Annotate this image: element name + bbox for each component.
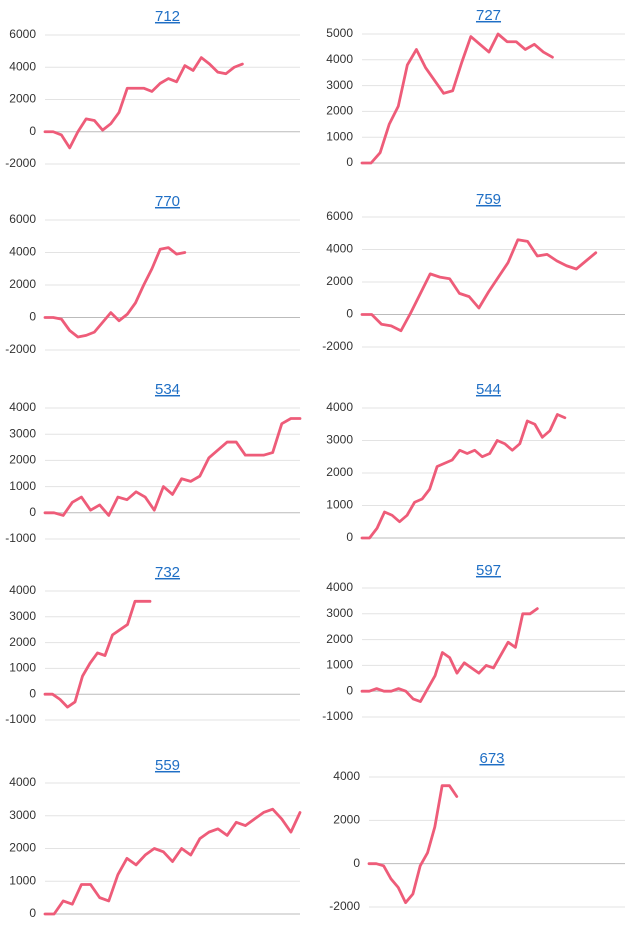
y-tick-label: 3000 bbox=[9, 426, 36, 440]
y-tick-label: 5000 bbox=[326, 26, 353, 40]
y-tick-label: 4000 bbox=[326, 242, 353, 256]
y-tick-label: 6000 bbox=[9, 27, 36, 41]
y-tick-label: 0 bbox=[29, 124, 36, 138]
y-tick-label: 1000 bbox=[9, 661, 36, 675]
y-tick-label: 1000 bbox=[326, 498, 353, 512]
y-tick-label: 4000 bbox=[326, 52, 353, 66]
series-line bbox=[43, 599, 152, 709]
y-tick-label: 0 bbox=[346, 155, 353, 169]
y-tick-label: -2000 bbox=[5, 156, 36, 170]
chart-title[interactable]: 732 bbox=[155, 564, 180, 581]
y-tick-label: 2000 bbox=[9, 453, 36, 467]
chart-title[interactable]: 597 bbox=[476, 562, 501, 579]
series-line bbox=[360, 607, 539, 703]
chart-title[interactable]: 727 bbox=[476, 7, 501, 24]
y-tick-label: 1000 bbox=[326, 129, 353, 143]
y-tick-label: 0 bbox=[29, 686, 36, 700]
y-tick-label: 0 bbox=[353, 856, 360, 870]
chart-title[interactable]: 534 bbox=[155, 381, 180, 398]
y-tick-label: 4000 bbox=[333, 769, 360, 783]
y-tick-label: 0 bbox=[29, 310, 36, 324]
y-tick-label: 1000 bbox=[9, 873, 36, 887]
chart-title[interactable]: 673 bbox=[479, 750, 504, 767]
chart-title[interactable]: 759 bbox=[476, 191, 501, 208]
y-tick-label: -2000 bbox=[329, 899, 360, 913]
y-tick-label: 0 bbox=[29, 906, 36, 920]
y-tick-label: 4000 bbox=[9, 245, 36, 259]
y-tick-label: 2000 bbox=[9, 92, 36, 106]
y-tick-label: 4000 bbox=[9, 583, 36, 597]
y-tick-label: 3000 bbox=[9, 609, 36, 623]
y-tick-label: 6000 bbox=[326, 209, 353, 223]
y-tick-label: 2000 bbox=[326, 104, 353, 118]
series-line bbox=[43, 417, 302, 517]
y-tick-label: 3000 bbox=[326, 606, 353, 620]
y-tick-label: 6000 bbox=[9, 212, 36, 226]
series-line bbox=[360, 32, 554, 165]
y-tick-label: 0 bbox=[346, 530, 353, 544]
y-tick-label: 4000 bbox=[9, 59, 36, 73]
y-tick-label: 2000 bbox=[326, 274, 353, 288]
y-tick-label: -2000 bbox=[5, 342, 36, 356]
y-tick-label: 2000 bbox=[326, 632, 353, 646]
y-tick-label: -2000 bbox=[322, 339, 353, 353]
y-tick-label: 1000 bbox=[9, 479, 36, 493]
y-tick-label: 1000 bbox=[326, 658, 353, 672]
y-tick-label: 0 bbox=[29, 505, 36, 519]
series-line bbox=[367, 784, 459, 905]
y-tick-label: 2000 bbox=[9, 635, 36, 649]
y-tick-label: 3000 bbox=[326, 433, 353, 447]
y-tick-label: 4000 bbox=[9, 400, 36, 414]
series-line bbox=[43, 246, 187, 339]
chart-title[interactable]: 559 bbox=[155, 757, 180, 774]
y-tick-label: 2000 bbox=[326, 465, 353, 479]
y-tick-label: 0 bbox=[346, 683, 353, 697]
y-tick-label: 4000 bbox=[9, 775, 36, 789]
series-line bbox=[360, 238, 598, 333]
y-tick-label: 4000 bbox=[326, 400, 353, 414]
y-tick-label: 3000 bbox=[9, 808, 36, 822]
y-tick-label: -1000 bbox=[5, 531, 36, 545]
y-tick-label: 3000 bbox=[326, 78, 353, 92]
chart-title[interactable]: 770 bbox=[155, 193, 180, 210]
y-tick-label: 2000 bbox=[9, 277, 36, 291]
y-tick-label: 2000 bbox=[9, 841, 36, 855]
y-tick-label: 2000 bbox=[333, 813, 360, 827]
series-line bbox=[43, 807, 302, 916]
y-tick-label: -1000 bbox=[5, 712, 36, 726]
series-line bbox=[43, 56, 244, 150]
chart-title[interactable]: 544 bbox=[476, 381, 501, 398]
y-tick-label: 0 bbox=[346, 307, 353, 321]
series-line bbox=[360, 413, 567, 540]
y-tick-label: 4000 bbox=[326, 580, 353, 594]
chart-title[interactable]: 712 bbox=[155, 8, 180, 25]
y-tick-label: -1000 bbox=[322, 709, 353, 723]
